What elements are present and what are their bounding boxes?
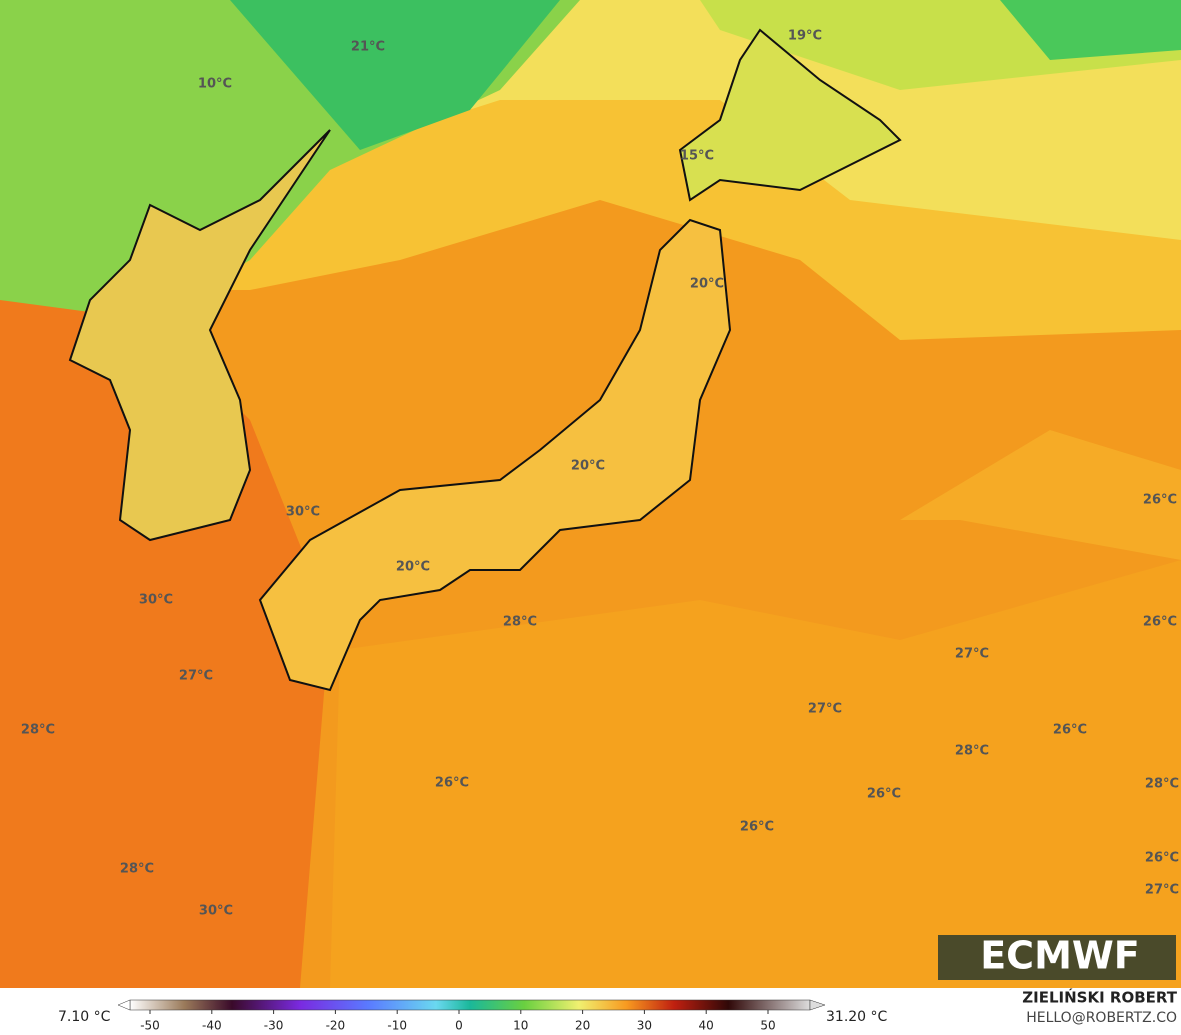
colorbar-tick-label: -10 <box>387 1019 407 1033</box>
temperature-label: 27°C <box>1145 883 1179 898</box>
colorbar-tick-label: 40 <box>699 1019 714 1033</box>
colorbar-tick-label: -50 <box>140 1019 160 1033</box>
temperature-label: 26°C <box>1053 723 1087 738</box>
max-label: 31.20 °C <box>826 1009 888 1025</box>
temperature-label: 20°C <box>571 459 605 474</box>
author: ZIELIŃSKI ROBERT <box>1022 988 1177 1007</box>
email: HELLO@ROBERTZ.CO <box>1026 1010 1177 1026</box>
temperature-label: 28°C <box>955 744 989 759</box>
colorbar-arrow <box>117 999 131 1011</box>
temperature-label: 26°C <box>1145 851 1179 866</box>
colorbar-tick-label: 0 <box>455 1019 463 1033</box>
temperature-label: 26°C <box>1143 493 1177 508</box>
temperature-label: 30°C <box>199 904 233 919</box>
temperature-label: 28°C <box>120 862 154 877</box>
temperature-label: 28°C <box>1145 777 1179 792</box>
temperature-label: 10°C <box>198 77 232 92</box>
temperature-label: 21°C <box>351 40 385 55</box>
temperature-label: 30°C <box>286 505 320 520</box>
logo: ECMWF <box>980 934 1140 978</box>
temperature-label: 28°C <box>503 615 537 630</box>
colorbar-tick-label: 50 <box>760 1019 775 1033</box>
temperature-label: 26°C <box>435 776 469 791</box>
temperature-label: 27°C <box>808 702 842 717</box>
colorbar-tick-label: 30 <box>637 1019 652 1033</box>
colorbar-tick-label: -20 <box>326 1019 346 1033</box>
colorbar <box>129 999 811 1011</box>
temperature-label: 30°C <box>139 593 173 608</box>
colorbar-tick-label: 20 <box>575 1019 590 1033</box>
temperature-label: 27°C <box>955 647 989 662</box>
colorbar-arrow <box>809 999 826 1011</box>
temperature-label: 19°C <box>788 29 822 44</box>
temperature-label: 26°C <box>867 787 901 802</box>
colorbar-tick-label: -40 <box>202 1019 222 1033</box>
temperature-label: 20°C <box>690 277 724 292</box>
colorbar-tick-label: 10 <box>513 1019 528 1033</box>
min-label: 7.10 °C <box>58 1009 111 1025</box>
coastlines <box>68 28 902 692</box>
temperature-label: 27°C <box>179 669 213 684</box>
temperature-label: 26°C <box>1143 615 1177 630</box>
colorbar-tick-label: -30 <box>264 1019 284 1033</box>
temperature-label: 20°C <box>396 560 430 575</box>
temperature-label: 28°C <box>21 723 55 738</box>
temperature-label: 15°C <box>680 149 714 164</box>
temperature-label: 26°C <box>740 820 774 835</box>
logo-box <box>938 935 1176 980</box>
